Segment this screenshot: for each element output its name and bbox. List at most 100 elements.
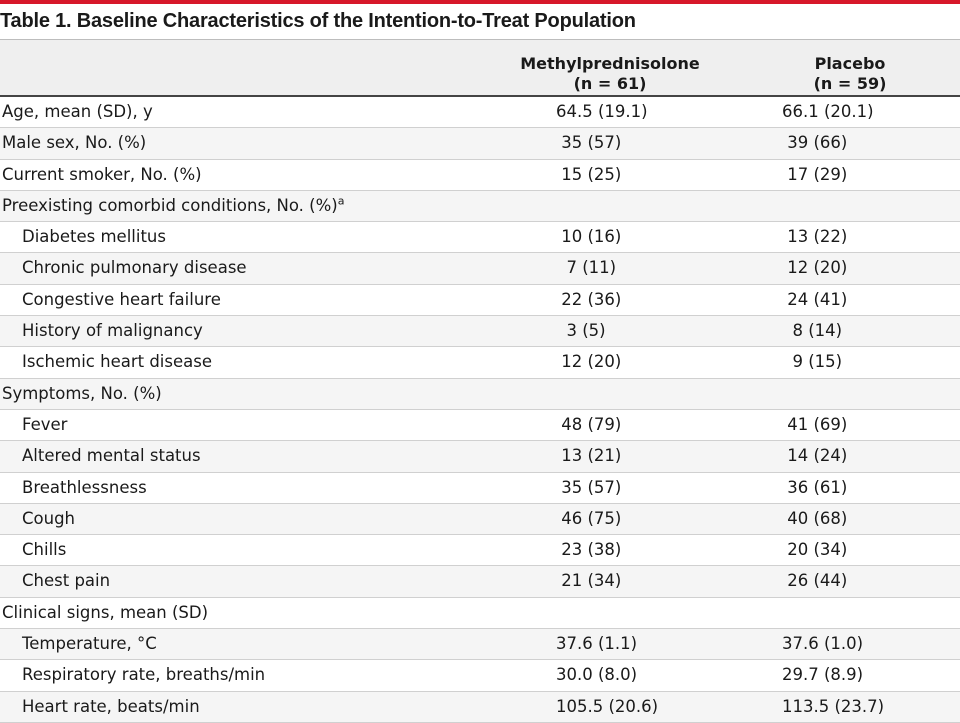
row-label-text: Congestive heart failure [22, 289, 221, 309]
cell-methylprednisolone: 64.5 (19.1) [556, 102, 648, 121]
table-row: Ischemic heart disease 12 (20) 9 (15) [0, 347, 960, 379]
row-label: Heart rate, beats/min [22, 692, 200, 722]
cell-methylprednisolone: 3 (5) [556, 321, 606, 341]
row-label-text: Altered mental status [22, 446, 201, 466]
cell-placebo: 37.6 (1.0) [782, 634, 864, 654]
cell-methylprednisolone: 35 (57) [556, 477, 622, 497]
cell-placebo: 9 (15) [782, 352, 843, 372]
row-label-text: Cough [22, 508, 76, 528]
cell-placebo: 17 (29) [782, 164, 848, 184]
row-label: Chills [22, 535, 66, 565]
row-label-text: History of malignancy [22, 321, 203, 341]
cell-methylprednisolone: 21 (34) [556, 571, 622, 591]
row-label-text: Temperature, °C [22, 634, 157, 654]
row-label-text: Heart rate, beats/min [22, 696, 200, 716]
table-row: Respiratory rate, breaths/min 30.0 (8.0) 2… [0, 660, 960, 692]
column-header-name: Placebo [814, 54, 886, 73]
table-row: Cough 46 (75) 40 (68) [0, 503, 960, 536]
cell-placebo: 13 (22) [782, 227, 848, 247]
table-row: Altered mental status 13 (21) 14 (24) [0, 441, 960, 473]
cell-placebo: 41 (69) [782, 414, 848, 434]
row-label: Ischemic heart disease [22, 347, 212, 377]
cell-placebo: 36 (61) [782, 477, 848, 497]
cell-placebo: 24 (41) [782, 289, 848, 309]
column-header-n: (n = 61) [573, 74, 647, 93]
cell-methylprednisolone: 13 (21) [556, 446, 622, 466]
table-row: Diabetes mellitus 10 (16) 13 (22) [0, 222, 960, 254]
row-label: Fever [22, 410, 67, 440]
cell-methylprednisolone: 35 (57) [556, 133, 622, 153]
column-header-placebo: Placebo (n = 59) [770, 54, 930, 94]
row-label: Breathlessness [22, 473, 147, 503]
column-header-name: Methylprednisolone [520, 54, 700, 73]
row-label-text: Chills [22, 540, 67, 560]
table-row: Age, mean (SD), y 64.5 (19.1) 66.1 (20.1) [0, 97, 960, 129]
row-label: Male sex, No. (%) [2, 128, 146, 158]
cell-methylprednisolone: 12 (20) [556, 352, 622, 372]
cell-placebo: 8 (14) [782, 321, 843, 341]
column-header-n: (n = 59) [813, 74, 887, 93]
row-label: Current smoker, No. (%) [2, 160, 202, 190]
row-label-text: Respiratory rate, breaths/min [22, 665, 266, 685]
cell-methylprednisolone: 22 (36) [556, 289, 622, 309]
cell-methylprednisolone: 23 (38) [556, 540, 622, 560]
footnote-marker: a [337, 194, 345, 208]
row-label-text: Chronic pulmonary disease [22, 258, 247, 278]
row-label: Diabetes mellitus [22, 222, 166, 252]
cell-methylprednisolone: 46 (75) [556, 508, 622, 528]
cell-placebo: 26 (44) [782, 571, 848, 591]
row-label: Preexisting comorbid conditions, No. (%)… [2, 191, 344, 221]
row-label: Cough [22, 504, 75, 534]
row-label: Respiratory rate, breaths/min [22, 660, 265, 690]
cell-placebo: 113.5 (23.7) [782, 696, 885, 716]
table-row: Chills 23 (38) 20 (34) [0, 535, 960, 567]
table-title: Table 1. Baseline Characteristics of the… [0, 6, 960, 40]
row-label: Symptoms, No. (%) [2, 379, 162, 409]
table-row: Preexisting comorbid conditions, No. (%)… [0, 190, 960, 223]
row-label-text: Age, mean (SD), y [2, 102, 153, 121]
table-row: Fever 48 (79) 41 (69) [0, 410, 960, 442]
cell-methylprednisolone: 15 (25) [556, 164, 622, 184]
cell-methylprednisolone: 30.0 (8.0) [556, 665, 638, 685]
table-header [0, 40, 960, 97]
cell-placebo: 20 (34) [782, 540, 848, 560]
cell-placebo: 39 (66) [782, 133, 848, 153]
cell-placebo: 29.7 (8.9) [782, 665, 864, 685]
table-row: Chest pain 21 (34) 26 (44) [0, 566, 960, 598]
cell-placebo: 40 (68) [782, 508, 848, 528]
top-accent-rule [0, 0, 960, 4]
cell-placebo: 12 (20) [782, 258, 848, 278]
table-row: Current smoker, No. (%) 15 (25) 17 (29) [0, 160, 960, 191]
cell-methylprednisolone: 37.6 (1.1) [556, 634, 638, 654]
row-label-text: Male sex, No. (%) [2, 133, 147, 153]
cell-placebo: 66.1 (20.1) [782, 102, 874, 121]
column-header-methylprednisolone: Methylprednisolone (n = 61) [510, 54, 710, 94]
row-label: Chest pain [22, 566, 110, 596]
row-label-text: Breathlessness [22, 477, 147, 497]
table-row: Symptoms, No. (%) [0, 378, 960, 410]
table-row: Chronic pulmonary disease 7 (11) 12 (20) [0, 253, 960, 285]
row-label-text: Clinical signs, mean (SD) [2, 602, 209, 622]
table-row: Clinical signs, mean (SD) [0, 598, 960, 630]
cell-methylprednisolone: 7 (11) [556, 258, 617, 278]
table-row: Breathlessness 35 (57) 36 (61) [0, 473, 960, 504]
cell-methylprednisolone: 48 (79) [556, 414, 622, 434]
row-label: Age, mean (SD), y [2, 97, 153, 127]
table-body: Age, mean (SD), y 64.5 (19.1) 66.1 (20.1) M… [0, 97, 960, 723]
table-row: Heart rate, beats/min 105.5 (20.6) 113.5 (… [0, 691, 960, 723]
table-row: Male sex, No. (%) 35 (57) 39 (66) [0, 128, 960, 160]
row-label-text: Preexisting comorbid conditions, No. (%) [2, 195, 338, 215]
table-row: Temperature, °C 37.6 (1.1) 37.6 (1.0) [0, 629, 960, 661]
row-label: Temperature, °C [22, 629, 157, 659]
cell-methylprednisolone: 105.5 (20.6) [556, 696, 659, 716]
row-label-text: Ischemic heart disease [22, 352, 212, 372]
table-row: History of malignancy 3 (5) 8 (14) [0, 316, 960, 348]
row-label-text: Chest pain [22, 571, 111, 591]
row-label-text: Current smoker, No. (%) [2, 164, 202, 184]
row-label: Chronic pulmonary disease [22, 253, 247, 283]
row-label-text: Fever [22, 414, 68, 434]
row-label-text: Diabetes mellitus [22, 227, 166, 247]
row-label: Congestive heart failure [22, 285, 221, 315]
row-label: Altered mental status [22, 441, 201, 471]
row-label: History of malignancy [22, 316, 203, 346]
